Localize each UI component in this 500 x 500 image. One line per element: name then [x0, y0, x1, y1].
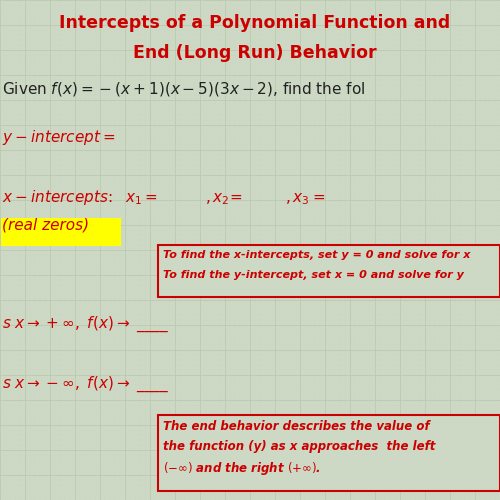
Text: To find the x-intercepts, set y = 0 and solve for x: To find the x-intercepts, set y = 0 and … [163, 250, 470, 260]
Bar [158, 415, 500, 491]
Text: the function (y) as x approaches  the left: the function (y) as x approaches the lef… [163, 440, 435, 453]
Text: $y-intercept =$: $y-intercept =$ [2, 128, 115, 147]
Text: $s\ x \rightarrow +\infty,\ f(x) \rightarrow$ ____: $s\ x \rightarrow +\infty,\ f(x) \righta… [2, 315, 170, 334]
Text: The end behavior describes the value of: The end behavior describes the value of [163, 420, 429, 433]
Text: To find the y-intercept, set x = 0 and solve for y: To find the y-intercept, set x = 0 and s… [163, 270, 464, 280]
Text: Given $f(x) = -(x+1)(x-5)(3x-2)$, find the fol: Given $f(x) = -(x+1)(x-5)(3x-2)$, find t… [2, 80, 366, 98]
Text: (real zeros): (real zeros) [2, 218, 89, 233]
Bar [158, 245, 500, 297]
Text: $x-intercepts\!:\ \ x_1 = $$\quad\qquad,x_2\!=\!\quad\qquad\!,x_3 =$: $x-intercepts\!:\ \ x_1 = $$\quad\qquad,… [2, 188, 325, 207]
Text: $s\ x \rightarrow -\infty,\ f(x) \rightarrow$ ____: $s\ x \rightarrow -\infty,\ f(x) \righta… [2, 375, 170, 394]
Text: End (Long Run) Behavior: End (Long Run) Behavior [133, 44, 377, 62]
Text: $(-\infty)$ and the right $(+\infty)$.: $(-\infty)$ and the right $(+\infty)$. [163, 460, 321, 477]
Bar [1, 218, 121, 246]
Text: Intercepts of a Polynomial Function and: Intercepts of a Polynomial Function and [60, 14, 450, 32]
